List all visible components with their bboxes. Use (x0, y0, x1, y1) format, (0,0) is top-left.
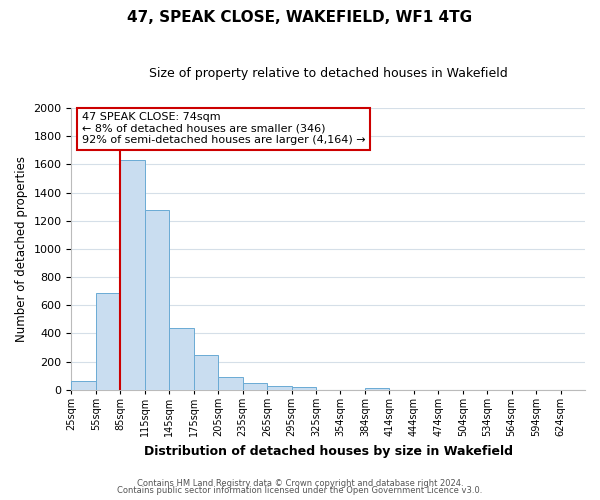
Bar (145, 210, 169, 390)
Bar (292, 387, 316, 390)
Bar (242, 383, 267, 390)
Bar (365, 388, 389, 390)
X-axis label: Distribution of detached houses by size in Wakefield: Distribution of detached houses by size … (144, 444, 513, 458)
Y-axis label: Number of detached properties: Number of detached properties (15, 156, 28, 342)
Text: Contains HM Land Registry data © Crown copyright and database right 2024.: Contains HM Land Registry data © Crown c… (137, 478, 463, 488)
Bar (169, 328, 194, 390)
Bar (121, 160, 145, 390)
Bar (71, 380, 96, 390)
Text: 47, SPEAK CLOSE, WAKEFIELD, WF1 4TG: 47, SPEAK CLOSE, WAKEFIELD, WF1 4TG (127, 10, 473, 25)
Bar (194, 354, 218, 390)
Text: 47 SPEAK CLOSE: 74sqm
← 8% of detached houses are smaller (346)
92% of semi-deta: 47 SPEAK CLOSE: 74sqm ← 8% of detached h… (82, 112, 365, 146)
Bar (267, 386, 292, 390)
Bar (218, 377, 242, 390)
Title: Size of property relative to detached houses in Wakefield: Size of property relative to detached ho… (149, 68, 508, 80)
Bar (96, 292, 121, 390)
Text: Contains public sector information licensed under the Open Government Licence v3: Contains public sector information licen… (118, 486, 482, 495)
